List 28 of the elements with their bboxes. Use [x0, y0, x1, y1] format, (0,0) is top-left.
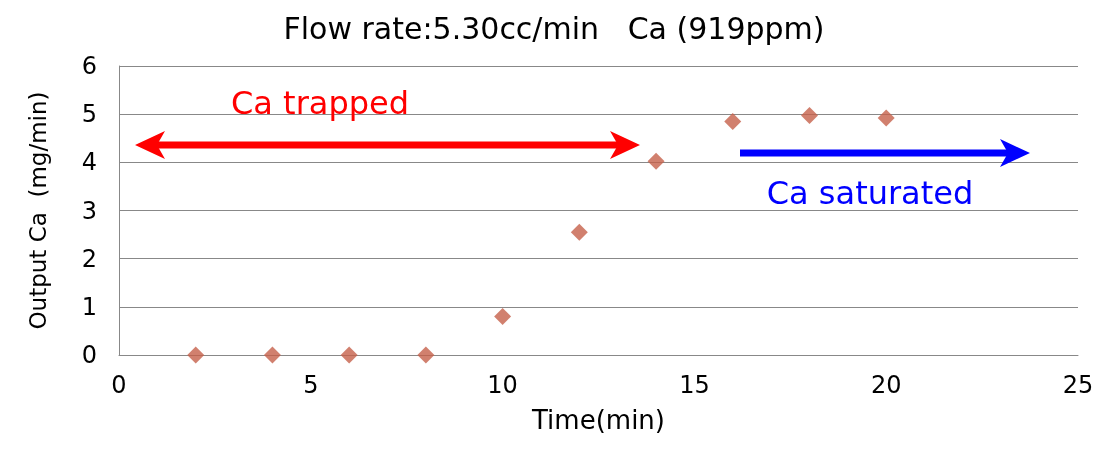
y-tick-label: 6 — [81, 52, 97, 80]
point — [187, 346, 205, 364]
annotation: Ca trapped — [230, 84, 410, 122]
y-tick-label: 3 — [81, 196, 97, 225]
y-tick-label: 1 — [81, 292, 97, 321]
point — [263, 346, 281, 364]
point — [800, 107, 818, 125]
point — [570, 223, 588, 241]
point — [724, 112, 742, 130]
x-tick-label: 25 — [1062, 371, 1094, 399]
y-tick-label: 0 — [81, 341, 97, 369]
y-tick-label: 4 — [81, 148, 97, 177]
point — [417, 346, 435, 364]
point — [494, 307, 512, 325]
y-tick-label: 2 — [81, 244, 97, 273]
x-tick-label: 10 — [487, 371, 518, 399]
point — [647, 152, 665, 170]
point — [340, 346, 358, 364]
point — [877, 109, 895, 127]
x-tick-label: 20 — [870, 371, 902, 399]
x-tick-label: 5 — [303, 371, 319, 399]
y-tick-label: 5 — [81, 100, 97, 129]
chart-title: Flow rate:5.30cc/min Ca (919ppm) — [283, 10, 825, 46]
x-tick-label: 15 — [679, 371, 710, 399]
annotation: Ca saturated — [766, 174, 974, 212]
y-axis-title: Output Ca (mg/min) — [24, 91, 51, 330]
x-tick-label: 0 — [111, 371, 127, 399]
x-axis-title: Time(min) — [531, 405, 665, 435]
